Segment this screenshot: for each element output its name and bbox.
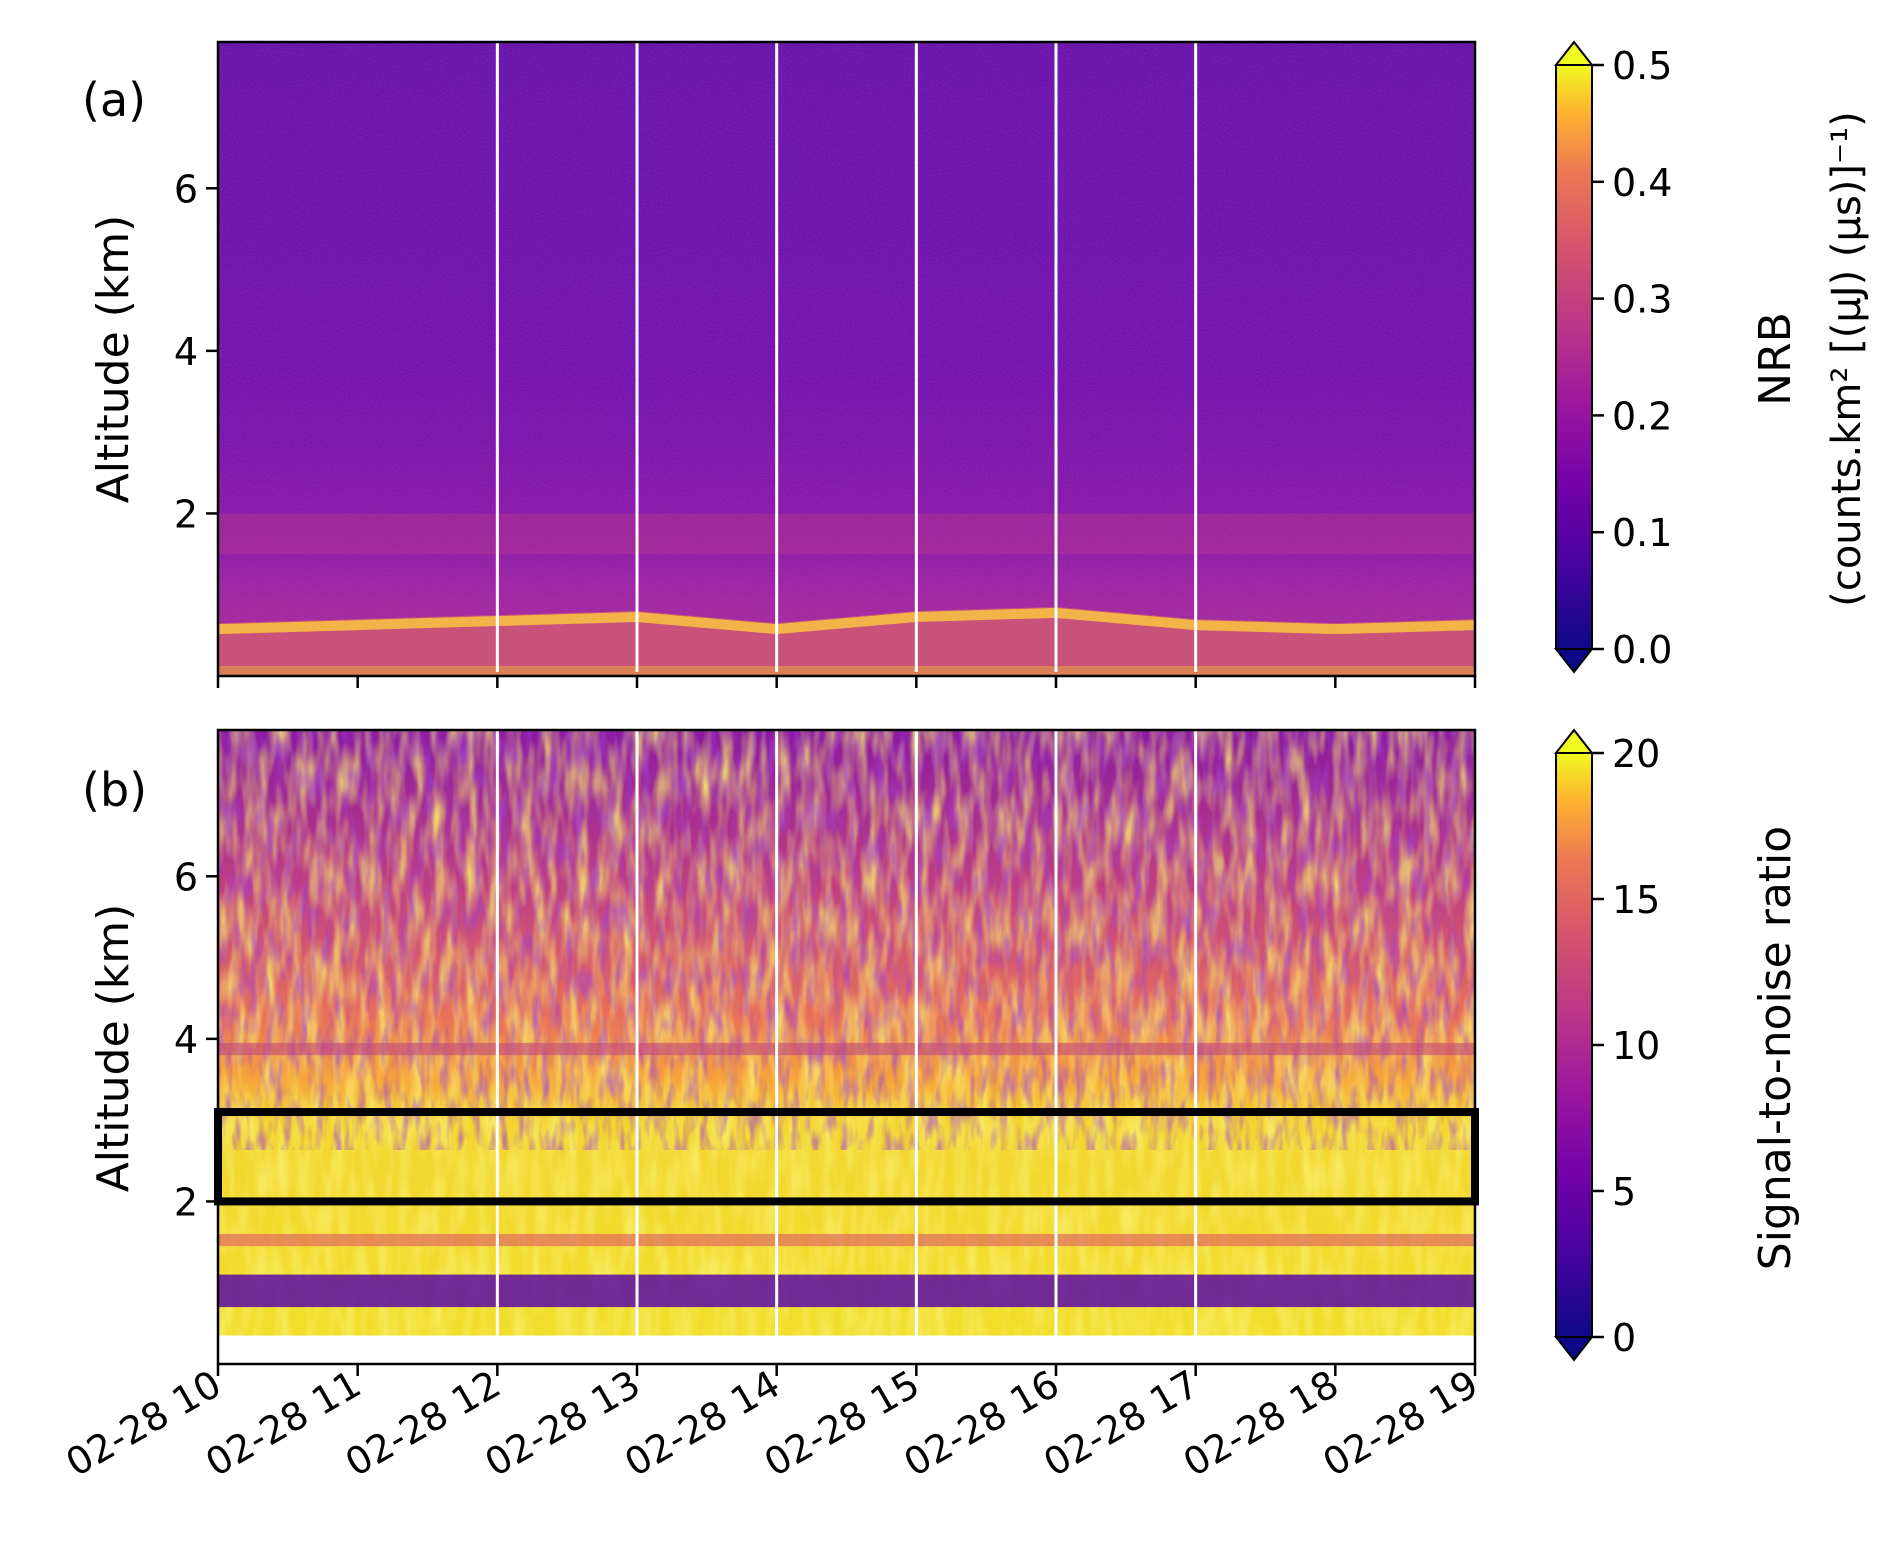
x-tick-label: 02-28 10 xyxy=(59,1362,229,1486)
panel-a: 2 4 6 (a) Altitude (km) 0.0 0.1 0.2 0.3 0.4 0.5… xyxy=(82,40,1870,688)
y-axis-label-a: Altitude (km) xyxy=(88,215,139,504)
colorbar-a-label-line1: NRB xyxy=(1750,312,1801,406)
y-axis-b: 2 4 6 xyxy=(174,855,218,1224)
near-surface-layer xyxy=(218,666,1475,676)
colorbar-tick-label: 15 xyxy=(1612,878,1660,922)
aerosol-layer xyxy=(218,513,1475,555)
x-tick-label: 02-28 19 xyxy=(1316,1362,1486,1486)
low-snr-band xyxy=(218,1274,1475,1308)
highlight-box xyxy=(214,1108,1479,1206)
x-axis-a xyxy=(216,676,1477,688)
snr-band-4km xyxy=(218,1042,1475,1056)
y-tick-label: 4 xyxy=(174,330,198,374)
y-axis-a: 2 4 6 xyxy=(174,167,218,536)
colorbar-tick-label: 0 xyxy=(1612,1316,1636,1360)
x-axis-b xyxy=(216,1364,1477,1376)
heatmap-a xyxy=(218,42,1475,676)
colorbar-a: 0.0 0.1 0.2 0.3 0.4 0.5 NRB (counts.km² [(μJ)… xyxy=(1553,40,1870,674)
colorbar-b-label: Signal-to-noise ratio xyxy=(1750,826,1801,1270)
axes-frame-a xyxy=(216,40,1477,678)
x-tick-label: 02-28 18 xyxy=(1176,1362,1346,1486)
colorbar-b-ticks: 0 5 10 15 20 xyxy=(1592,732,1660,1360)
x-tick-label: 02-28 11 xyxy=(198,1362,368,1486)
panel-label-b: (b) xyxy=(82,763,147,817)
colorbar-tick-label: 0.3 xyxy=(1612,278,1672,322)
colorbar-tick-label: 5 xyxy=(1612,1170,1636,1214)
colorbar-a-ticks: 0.0 0.1 0.2 0.3 0.4 0.5 xyxy=(1592,44,1672,672)
x-tick-label: 02-28 15 xyxy=(757,1362,927,1486)
colorbar-tick-label: 0.2 xyxy=(1612,394,1672,438)
boundary-layer-top xyxy=(218,607,1475,635)
heatmap-b-features xyxy=(218,730,1475,1364)
axes-frame-b xyxy=(216,728,1477,1366)
y-axis-label-b: Altitude (km) xyxy=(88,904,139,1193)
panel-label-a: (a) xyxy=(82,73,146,127)
no-data-strip xyxy=(218,1335,1475,1364)
x-tick-label: 02-28 16 xyxy=(897,1362,1067,1486)
colorbar-b: 0 5 10 15 20 Signal-to-noise ratio xyxy=(1553,728,1801,1362)
colorbar-tick-label: 0.1 xyxy=(1612,511,1672,555)
colorbar-tick-label: 0.5 xyxy=(1612,44,1672,88)
y-tick-label: 2 xyxy=(174,1180,198,1224)
colorbar-tick-label: 20 xyxy=(1612,732,1660,776)
x-tick-label: 02-28 13 xyxy=(478,1362,648,1486)
x-tick-label: 02-28 17 xyxy=(1036,1362,1206,1486)
colorbar-a-label-line2: (counts.km² [(μJ) (μs)]⁻¹) xyxy=(1824,111,1870,607)
mid-snr-band xyxy=(218,1233,1475,1247)
y-tick-label: 6 xyxy=(174,855,198,899)
y-tick-label: 6 xyxy=(174,167,198,211)
panel-b: 2 4 6 (b) Altitude (km) 0 5 10 15 20 Signal-to… xyxy=(82,728,1801,1376)
heatmap-b xyxy=(218,730,1475,1364)
y-tick-label: 2 xyxy=(174,492,198,536)
colorbar-tick-label: 0.4 xyxy=(1612,161,1672,205)
heatmap-a-features xyxy=(218,42,1475,676)
x-tick-label: 02-28 12 xyxy=(338,1362,508,1486)
colorbar-tick-label: 0.0 xyxy=(1612,628,1672,672)
y-tick-label: 4 xyxy=(174,1018,198,1062)
colorbar-tick-label: 10 xyxy=(1612,1024,1660,1068)
x-tick-label: 02-28 14 xyxy=(617,1362,787,1486)
